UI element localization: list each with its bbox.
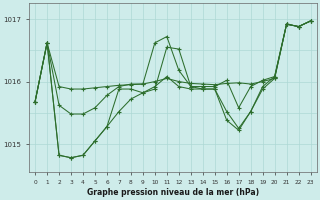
X-axis label: Graphe pression niveau de la mer (hPa): Graphe pression niveau de la mer (hPa)	[87, 188, 259, 197]
